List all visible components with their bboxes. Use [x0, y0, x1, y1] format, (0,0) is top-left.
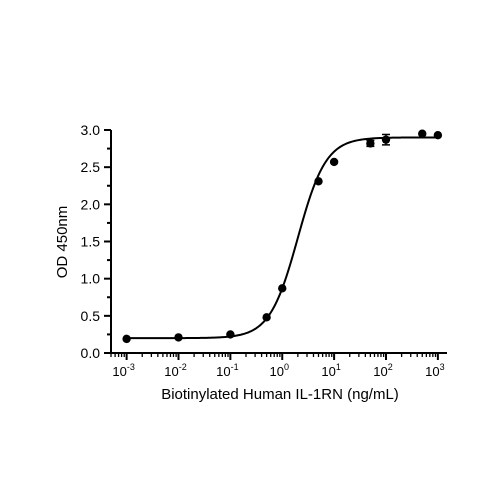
data-point [174, 333, 183, 342]
data-point [226, 330, 235, 339]
plot-area [122, 129, 443, 344]
x-axis: 10-3 10-2 10-1 100 101 102 103 [110, 352, 447, 379]
y-tick-label: 2.0 [81, 196, 101, 212]
data-point [314, 177, 323, 186]
x-tick-label: 103 [425, 362, 444, 379]
fit-curve [126, 136, 438, 340]
y-tick-label: 1.0 [81, 271, 101, 287]
data-point [433, 131, 443, 140]
y-tick-label: 2.5 [81, 159, 101, 175]
x-tick-label: 102 [373, 362, 392, 379]
y-tick-label: 0.0 [81, 345, 101, 361]
x-tick-label: 10-3 [112, 362, 134, 379]
y-axis: 0.0 0.5 1.0 1.5 2.0 2.5 3.0 [81, 122, 112, 361]
data-point [278, 284, 287, 293]
data-point [122, 334, 131, 344]
y-tick-label: 1.5 [81, 234, 101, 250]
data-point [262, 313, 271, 322]
data-point [366, 139, 375, 148]
data-point [418, 129, 427, 138]
data-point [381, 135, 391, 144]
y-tick-label: 3.0 [81, 122, 101, 138]
x-tick-label: 10-2 [164, 362, 186, 379]
x-tick-label: 10-1 [216, 362, 238, 379]
y-tick-label: 0.5 [81, 308, 101, 324]
x-axis-label: Biotinylated Human IL-1RN (ng/mL) [161, 386, 399, 403]
y-axis-label: OD 450nm [54, 206, 71, 279]
data-point [329, 157, 339, 167]
x-tick-label: 100 [269, 362, 288, 379]
x-tick-label: 101 [321, 362, 340, 379]
